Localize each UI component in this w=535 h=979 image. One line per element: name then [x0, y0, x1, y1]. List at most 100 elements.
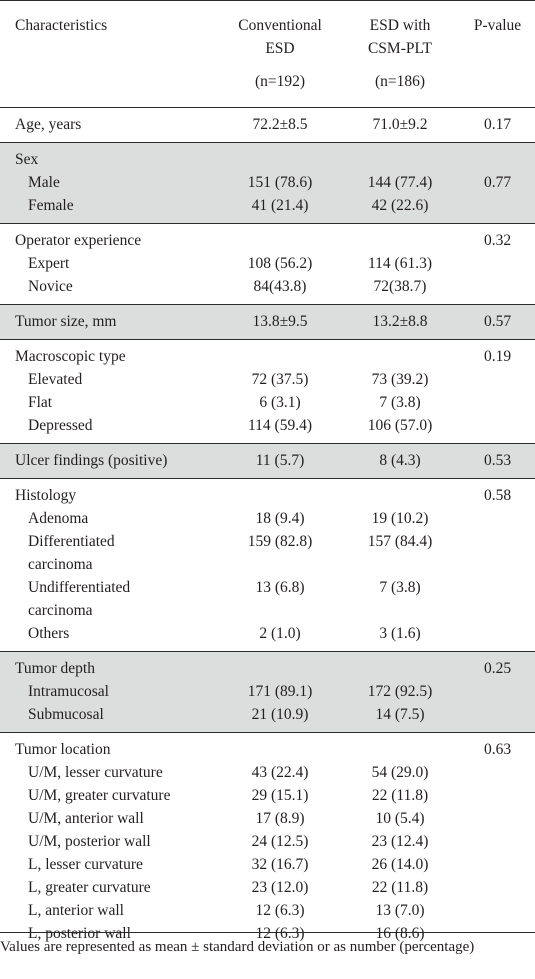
row-divider — [0, 142, 535, 143]
cell-p-value-empty — [460, 784, 535, 807]
table-row: Female 41 (21.4) 42 (22.6) — [0, 194, 535, 223]
table-row: Others 2 (1.0) 3 (1.6) — [0, 622, 535, 651]
header-conventional-esd: Conventional ESD (n=192) — [220, 6, 340, 107]
cell-conventional: 32 (16.7) — [251, 856, 309, 873]
cell-conventional: 24 (12.5) — [251, 833, 309, 850]
table-row: U/M, posterior wall 24 (12.5) 23 (12.4) — [0, 830, 535, 853]
header-p-value: P-value — [473, 17, 522, 34]
sub-label: Expert — [28, 255, 70, 272]
header-csm-line1: ESD with — [369, 17, 431, 34]
sub-label: U/M, greater curvature — [28, 787, 171, 804]
sub-label: Male — [0, 171, 220, 194]
cell-conventional: 108 (56.2) — [247, 255, 313, 272]
cell-csm-plt: 23 (12.4) — [371, 833, 429, 850]
bottom-rule — [0, 932, 535, 933]
cell-csm-plt: 54 (29.0) — [371, 764, 429, 781]
cell-p-value: 0.53 — [460, 444, 535, 478]
group-label: Operator experience — [15, 232, 142, 249]
cell-conventional: 151 (78.6) — [220, 171, 340, 194]
table-row: L, lesser curvature 32 (16.7) 26 (14.0) — [0, 853, 535, 876]
table-row: L, anterior wall 12 (6.3) 13 (7.0) — [0, 899, 535, 922]
cell-csm-plt: 26 (14.0) — [371, 856, 429, 873]
sub-label-continued: carcinoma — [28, 602, 93, 619]
cell-p-value-empty — [460, 876, 535, 899]
group-label: Tumor depth — [0, 652, 220, 680]
row-divider — [0, 304, 535, 305]
sub-label: L, anterior wall — [28, 902, 124, 919]
sub-label: L, posterior wall — [28, 925, 131, 942]
sub-label: U/M, anterior wall — [28, 810, 144, 827]
table-row: Male 151 (78.6) 144 (77.4) 0.77 — [0, 171, 535, 194]
cell-csm-plt: 3 (1.6) — [379, 625, 421, 642]
cell-conventional: 72.2±8.5 — [252, 116, 308, 133]
cell-csm-plt: 22 (11.8) — [371, 879, 429, 896]
table-row: Ulcer findings (positive) 11 (5.7) 8 (4.… — [0, 444, 535, 478]
cell-csm-plt: 144 (77.4) — [340, 171, 460, 194]
cell-conventional: 171 (89.1) — [220, 680, 340, 703]
sub-label: Adenoma — [28, 510, 89, 527]
sub-label: L, lesser curvature — [28, 856, 143, 873]
table-row: Age, years 72.2±8.5 71.0±9.2 0.17 — [0, 108, 535, 142]
cell-csm-plt: 10 (5.4) — [375, 810, 425, 827]
sub-label: Submucosal — [0, 703, 220, 732]
cell-csm-plt: 71.0±9.2 — [372, 116, 428, 133]
sub-label: Female — [0, 194, 220, 223]
cell-conventional: 2 (1.0) — [259, 625, 301, 642]
row-divider — [0, 732, 535, 733]
cell-csm-plt: 157 (84.4) — [367, 533, 433, 550]
header-csm-line2: CSM-PLT — [367, 40, 433, 57]
table-row: L, posterior wall 12 (6.3) 16 (8.6) — [0, 922, 535, 951]
row-divider — [0, 223, 535, 224]
sub-label: Depressed — [28, 417, 93, 434]
top-rule — [0, 0, 535, 1]
header-esd-csm-plt: ESD with CSM-PLT (n=186) — [340, 6, 460, 107]
table-row: Tumor size, mm 13.8±9.5 13.2±8.8 0.57 — [0, 305, 535, 339]
cell-conventional: 41 (21.4) — [220, 194, 340, 223]
table-row: Elevated 72 (37.5) 73 (39.2) — [0, 368, 535, 391]
cell-conventional: 11 (5.7) — [220, 444, 340, 478]
group-label: Tumor location — [15, 741, 111, 758]
cell-conventional: 21 (10.9) — [220, 703, 340, 732]
cell-p-value: 0.57 — [460, 305, 535, 339]
row-divider — [0, 478, 535, 479]
group-label: Sex — [0, 143, 220, 171]
sub-label: U/M, lesser curvature — [28, 764, 163, 781]
header-csm-n: (n=186) — [374, 73, 426, 90]
cell-csm-plt: 42 (22.6) — [340, 194, 460, 223]
header-row: Characteristics Conventional ESD (n=192)… — [0, 6, 535, 107]
row-divider — [0, 651, 535, 652]
cell-conventional: 17 (8.9) — [255, 810, 305, 827]
cell-conventional: 18 (9.4) — [255, 510, 305, 527]
cell-p-value-empty — [460, 761, 535, 784]
cell-conventional: 6 (3.1) — [259, 394, 301, 411]
header-divider — [0, 107, 535, 108]
cell-conventional: 13.8±9.5 — [220, 305, 340, 339]
sub-label: Novice — [28, 278, 73, 295]
cell-csm-plt: 13.2±8.8 — [340, 305, 460, 339]
cell-conventional: 72 (37.5) — [251, 371, 309, 388]
cell-p-value: 0.32 — [483, 232, 512, 249]
row-label: Tumor size, mm — [0, 305, 220, 339]
cell-csm-plt: 14 (7.5) — [340, 703, 460, 732]
table-row: carcinoma — [0, 553, 535, 576]
cell-csm-plt: 19 (10.2) — [371, 510, 429, 527]
sub-label: Undifferentiated — [28, 579, 131, 596]
sub-label: Differentiated — [28, 533, 115, 550]
cell-csm-plt: 8 (4.3) — [340, 444, 460, 478]
table-row: Operator experience 0.32 — [0, 224, 535, 252]
table-row: Depressed 114 (59.4) 106 (57.0) — [0, 414, 535, 443]
sub-label: Elevated — [28, 371, 83, 388]
cell-csm-plt: 172 (92.5) — [340, 680, 460, 703]
cell-csm-plt: 114 (61.3) — [368, 255, 432, 272]
cell-csm-plt: 7 (3.8) — [379, 579, 421, 596]
cell-p-value: 0.77 — [460, 171, 535, 194]
table-row: Tumor location 0.63 — [0, 733, 535, 761]
table-row: Undifferentiated 13 (6.8) 7 (3.8) — [0, 576, 535, 599]
table-row: Histology 0.58 — [0, 479, 535, 507]
cell-p-value: 0.58 — [483, 487, 512, 504]
cell-conventional: 84(43.8) — [253, 278, 307, 295]
table-row: L, greater curvature 23 (12.0) 22 (11.8) — [0, 876, 535, 899]
table-row: carcinoma — [0, 599, 535, 622]
cell-p-value: 0.63 — [483, 741, 512, 758]
row-label: Age, years — [15, 116, 82, 133]
